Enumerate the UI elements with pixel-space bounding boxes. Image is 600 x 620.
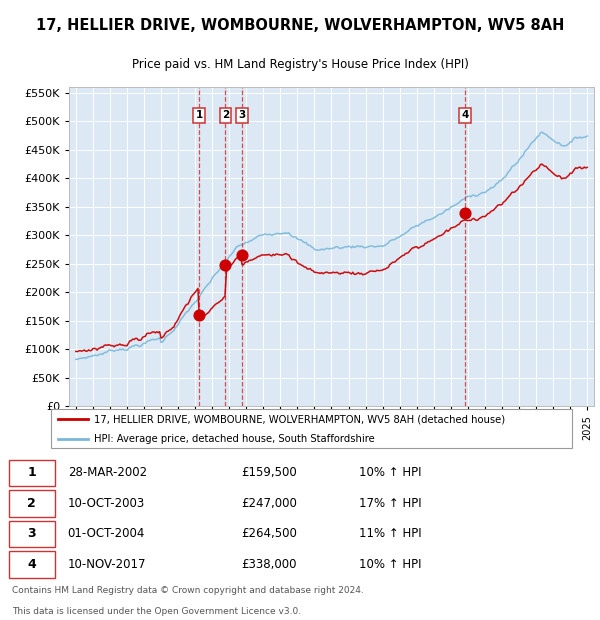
FancyBboxPatch shape — [9, 490, 55, 517]
Text: 4: 4 — [28, 558, 36, 571]
Text: £264,500: £264,500 — [241, 528, 297, 541]
Text: £159,500: £159,500 — [241, 466, 297, 479]
FancyBboxPatch shape — [9, 521, 55, 547]
Text: HPI: Average price, detached house, South Staffordshire: HPI: Average price, detached house, Sout… — [94, 433, 375, 443]
Point — [221, 260, 230, 270]
Point — [194, 310, 204, 320]
Text: 17% ↑ HPI: 17% ↑ HPI — [359, 497, 421, 510]
FancyBboxPatch shape — [9, 551, 55, 578]
Text: Price paid vs. HM Land Registry's House Price Index (HPI): Price paid vs. HM Land Registry's House … — [131, 58, 469, 71]
Text: 11% ↑ HPI: 11% ↑ HPI — [359, 528, 421, 541]
Text: 10-NOV-2017: 10-NOV-2017 — [68, 558, 146, 571]
FancyBboxPatch shape — [9, 459, 55, 486]
Text: 10% ↑ HPI: 10% ↑ HPI — [359, 466, 421, 479]
Text: 1: 1 — [196, 110, 203, 120]
Text: 2: 2 — [222, 110, 229, 120]
Text: 3: 3 — [28, 528, 36, 541]
Text: 10% ↑ HPI: 10% ↑ HPI — [359, 558, 421, 571]
Text: This data is licensed under the Open Government Licence v3.0.: This data is licensed under the Open Gov… — [12, 606, 301, 616]
Text: 17, HELLIER DRIVE, WOMBOURNE, WOLVERHAMPTON, WV5 8AH (detached house): 17, HELLIER DRIVE, WOMBOURNE, WOLVERHAMP… — [94, 414, 506, 424]
Point — [237, 250, 247, 260]
Text: 4: 4 — [462, 110, 469, 120]
Text: 28-MAR-2002: 28-MAR-2002 — [68, 466, 147, 479]
Text: 10-OCT-2003: 10-OCT-2003 — [68, 497, 145, 510]
FancyBboxPatch shape — [50, 409, 572, 448]
Text: 17, HELLIER DRIVE, WOMBOURNE, WOLVERHAMPTON, WV5 8AH: 17, HELLIER DRIVE, WOMBOURNE, WOLVERHAMP… — [36, 18, 564, 33]
Text: 1: 1 — [28, 466, 36, 479]
Text: £338,000: £338,000 — [241, 558, 297, 571]
Text: 2: 2 — [28, 497, 36, 510]
Point — [461, 208, 470, 218]
Text: Contains HM Land Registry data © Crown copyright and database right 2024.: Contains HM Land Registry data © Crown c… — [12, 587, 364, 595]
Text: £247,000: £247,000 — [241, 497, 297, 510]
Text: 01-OCT-2004: 01-OCT-2004 — [68, 528, 145, 541]
Text: 3: 3 — [238, 110, 245, 120]
